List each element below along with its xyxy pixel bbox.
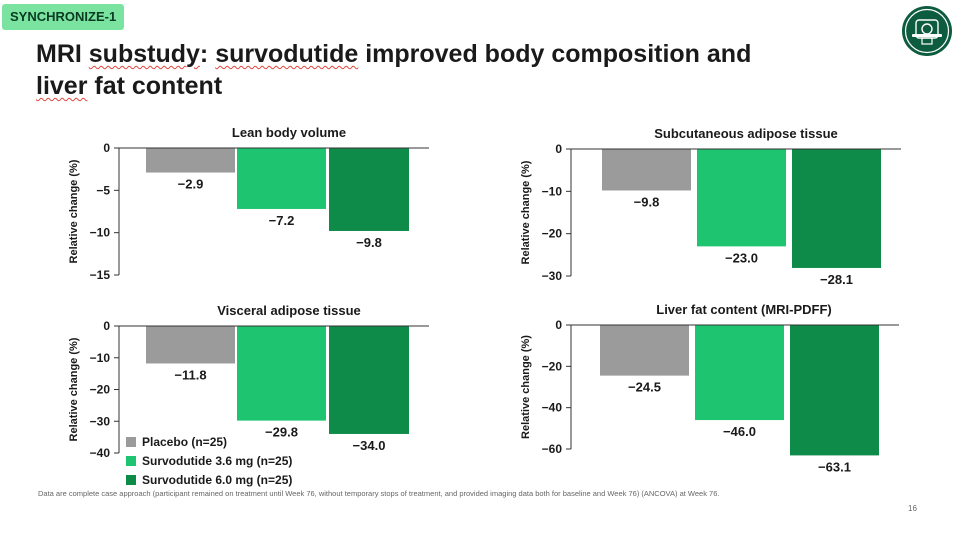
- y-tick-label: −10: [90, 351, 111, 365]
- y-axis-label: Relative change (%): [520, 335, 532, 439]
- chart-visceral-adipose-tissue: Visceral adipose tissue Relative change (…: [62, 293, 432, 461]
- bar-value-label: −63.1: [818, 459, 851, 474]
- bar-survodutide-6-0: [329, 148, 409, 231]
- y-tick-label: −60: [542, 442, 563, 456]
- y-tick-label: −20: [542, 359, 563, 373]
- legend-swatch-placebo: [126, 436, 136, 447]
- bar-survodutide-6-0: [790, 325, 879, 456]
- bar-survodutide-3-6: [237, 326, 326, 421]
- bar-survodutide-3-6: [695, 325, 784, 421]
- chart-legend: Placebo (n=25) Survodutide 3.6 mg (n=25)…: [126, 432, 292, 489]
- bar-value-label: −29.8: [265, 425, 298, 440]
- y-tick-label: 0: [103, 141, 110, 155]
- y-tick-label: −10: [90, 226, 111, 240]
- y-axis-label: Relative change (%): [68, 159, 80, 263]
- mri-scanner-icon: [902, 6, 952, 56]
- title-part-2: :: [199, 40, 216, 68]
- y-tick-label: 0: [555, 142, 562, 156]
- chart-svg: Liver fat content (MRI-PDFF) Relative cha…: [520, 302, 899, 474]
- legend-item-survodutide-6-0: Survodutide 6.0 mg (n=25): [126, 470, 292, 489]
- legend-swatch-survodutide-3-6: [126, 455, 136, 466]
- y-tick-label: −30: [90, 414, 111, 428]
- legend-item-survodutide-3-6: Survodutide 3.6 mg (n=25): [126, 451, 292, 470]
- y-tick-label: −20: [90, 383, 111, 397]
- y-tick-label: −5: [96, 183, 110, 197]
- bar-survodutide-3-6: [697, 149, 786, 247]
- chart-svg: Visceral adipose tissue Relative change (…: [68, 303, 429, 460]
- legend-swatch-survodutide-6-0: [126, 474, 136, 485]
- bar-value-label: −2.9: [178, 177, 204, 192]
- bar-survodutide-6-0: [329, 326, 409, 434]
- bar-value-label: −28.1: [820, 272, 853, 287]
- title-part-3: improved body composition and: [358, 40, 752, 68]
- legend-item-placebo: Placebo (n=25): [126, 432, 292, 451]
- bar-placebo: [600, 325, 689, 376]
- bar-survodutide-6-0: [792, 149, 881, 268]
- title-part-1: MRI: [36, 40, 89, 68]
- chart-title: Liver fat content (MRI-PDFF): [656, 302, 832, 317]
- bar-placebo: [146, 326, 235, 364]
- y-tick-label: −15: [90, 268, 111, 282]
- chart-lean-body-volume: Lean body volume Relative change (%) 0 −5 −1…: [62, 122, 432, 282]
- bar-value-label: −23.0: [725, 250, 758, 265]
- study-badge: SYNCHRONIZE-1: [2, 4, 125, 30]
- page-title: MRI substudy: survodutide improved body …: [36, 38, 796, 102]
- y-axis-label: Relative change (%): [520, 160, 532, 264]
- page-number: 16: [908, 504, 917, 513]
- bar-value-label: −46.0: [723, 424, 756, 439]
- bar-placebo: [146, 148, 235, 173]
- bar-survodutide-3-6: [237, 148, 326, 209]
- legend-label-survodutide-3-6: Survodutide 3.6 mg (n=25): [142, 453, 293, 468]
- y-tick-label: −20: [542, 227, 563, 241]
- y-tick-label: −40: [90, 446, 111, 460]
- y-tick-label: −30: [542, 269, 563, 283]
- bar-value-label: −9.8: [634, 194, 660, 209]
- bar-value-label: −24.5: [628, 380, 661, 395]
- chart-subcutaneous-adipose-tissue: Subcutaneous adipose tissue Relative chan…: [514, 122, 901, 290]
- legend-label-survodutide-6-0: Survodutide 6.0 mg (n=25): [142, 472, 293, 487]
- chart-title: Subcutaneous adipose tissue: [654, 126, 838, 141]
- chart-title: Lean body volume: [232, 125, 346, 140]
- chart-title: Visceral adipose tissue: [217, 303, 361, 318]
- title-word-substudy: substudy: [88, 40, 200, 68]
- bar-value-label: −11.8: [174, 367, 206, 382]
- y-axis-label: Relative change (%): [68, 337, 80, 441]
- chart-svg: Subcutaneous adipose tissue Relative chan…: [520, 126, 901, 287]
- bar-value-label: −7.2: [269, 213, 295, 228]
- y-tick-label: −40: [542, 401, 563, 415]
- bar-placebo: [602, 149, 691, 191]
- title-part-4: fat content: [87, 72, 223, 100]
- bar-value-label: −34.0: [353, 438, 386, 453]
- y-tick-label: 0: [555, 318, 562, 332]
- title-word-liver: liver: [36, 72, 88, 100]
- footnote: Data are complete case approach (partici…: [38, 489, 720, 498]
- chart-liver-fat-content: Liver fat content (MRI-PDFF) Relative cha…: [514, 293, 899, 474]
- y-tick-label: −10: [542, 184, 563, 198]
- legend-label-placebo: Placebo (n=25): [142, 434, 228, 449]
- chart-svg: Lean body volume Relative change (%) 0 −5 −1…: [68, 125, 429, 282]
- y-tick-label: 0: [103, 319, 110, 333]
- title-word-survodutide: survodutide: [215, 40, 359, 68]
- bar-value-label: −9.8: [356, 235, 382, 250]
